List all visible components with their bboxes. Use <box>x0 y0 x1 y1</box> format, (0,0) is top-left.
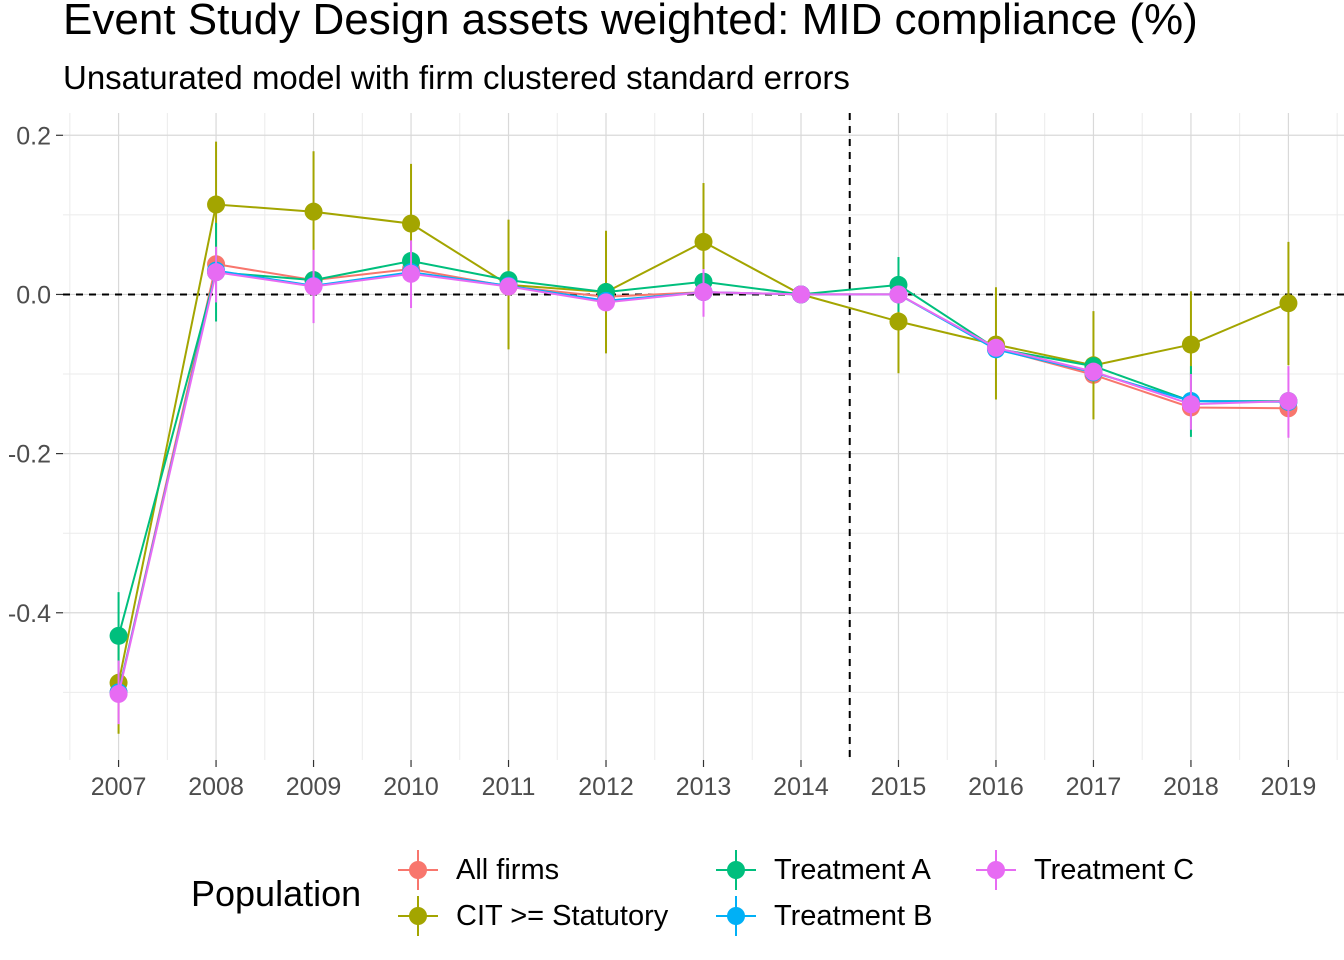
legend-key-cit-statutory <box>398 896 438 936</box>
legend-label: Treatment C <box>1034 853 1195 886</box>
data-point <box>889 312 908 331</box>
legend-label: CIT >= Statutory <box>456 899 669 932</box>
legend-item-treatment-b[interactable]: Treatment B <box>714 894 932 938</box>
legend-label: All firms <box>456 853 560 886</box>
data-point <box>597 293 616 312</box>
data-point <box>109 626 128 645</box>
data-point <box>986 338 1005 357</box>
legend-key-treatment-b <box>716 896 756 936</box>
x-tick-label: 2017 <box>1066 773 1122 801</box>
y-tick-label: 0.0 <box>16 281 51 309</box>
x-tick-label: 2014 <box>773 773 829 801</box>
series-4 <box>109 240 1298 725</box>
data-point <box>207 263 226 282</box>
legend-label: Treatment B <box>774 899 933 932</box>
data-point <box>207 195 226 214</box>
grid-lines <box>63 113 1344 760</box>
legend-item-cit-statutory[interactable]: CIT >= Statutory <box>396 894 668 938</box>
x-tick-label: 2012 <box>578 773 634 801</box>
data-point <box>1181 335 1200 354</box>
x-tick-label: 2011 <box>482 773 536 801</box>
axes: 0.2 0.0 -0.2 -0.4 2007 2008 2009 2010 2011 2012 20… <box>8 122 1316 801</box>
data-point <box>1279 294 1298 313</box>
data-point <box>1084 362 1103 381</box>
legend-key-point <box>727 907 745 925</box>
y-tick-label: -0.2 <box>8 441 51 469</box>
legend-title: Population <box>191 873 362 914</box>
data-point <box>402 214 421 233</box>
data-point <box>1279 392 1298 411</box>
legend-key-point <box>409 861 427 879</box>
legend-item-all-firms[interactable]: All firms <box>396 848 559 892</box>
legend-label: Treatment A <box>774 853 931 886</box>
legend-item-treatment-c[interactable]: Treatment C <box>974 848 1194 892</box>
x-tick-label: 2015 <box>871 773 927 801</box>
data-point <box>694 283 713 302</box>
legend-item-treatment-a[interactable]: Treatment A <box>714 848 931 892</box>
series-layer <box>109 141 1298 734</box>
x-tick-label: 2009 <box>286 773 342 801</box>
data-point <box>499 277 518 296</box>
legend-key-point <box>727 861 745 879</box>
legend-key-treatment-a <box>716 850 756 890</box>
data-point <box>791 285 810 304</box>
legend-key-treatment-c <box>976 850 1016 890</box>
data-point <box>402 264 421 283</box>
x-tick-label: 2013 <box>676 773 732 801</box>
data-point <box>889 285 908 304</box>
data-point <box>304 277 323 296</box>
x-tick-label: 2008 <box>188 773 244 801</box>
x-tick-label: 2007 <box>91 773 147 801</box>
data-point <box>1181 395 1200 414</box>
data-point <box>109 684 128 703</box>
data-point <box>694 232 713 251</box>
legend-key-all-firms <box>398 850 438 890</box>
y-tick-label: -0.4 <box>8 600 51 628</box>
x-tick-label: 2018 <box>1163 773 1219 801</box>
legend-key-point <box>409 907 427 925</box>
x-tick-label: 2019 <box>1261 773 1317 801</box>
chart-title: Event Study Design assets weighted: MID … <box>63 0 1198 44</box>
x-tick-label: 2016 <box>968 773 1024 801</box>
chart-subtitle: Unsaturated model with firm clustered st… <box>63 59 850 96</box>
y-tick-label: 0.2 <box>16 122 51 150</box>
legend-key-point <box>987 861 1005 879</box>
x-tick-label: 2010 <box>383 773 439 801</box>
data-point <box>304 202 323 221</box>
